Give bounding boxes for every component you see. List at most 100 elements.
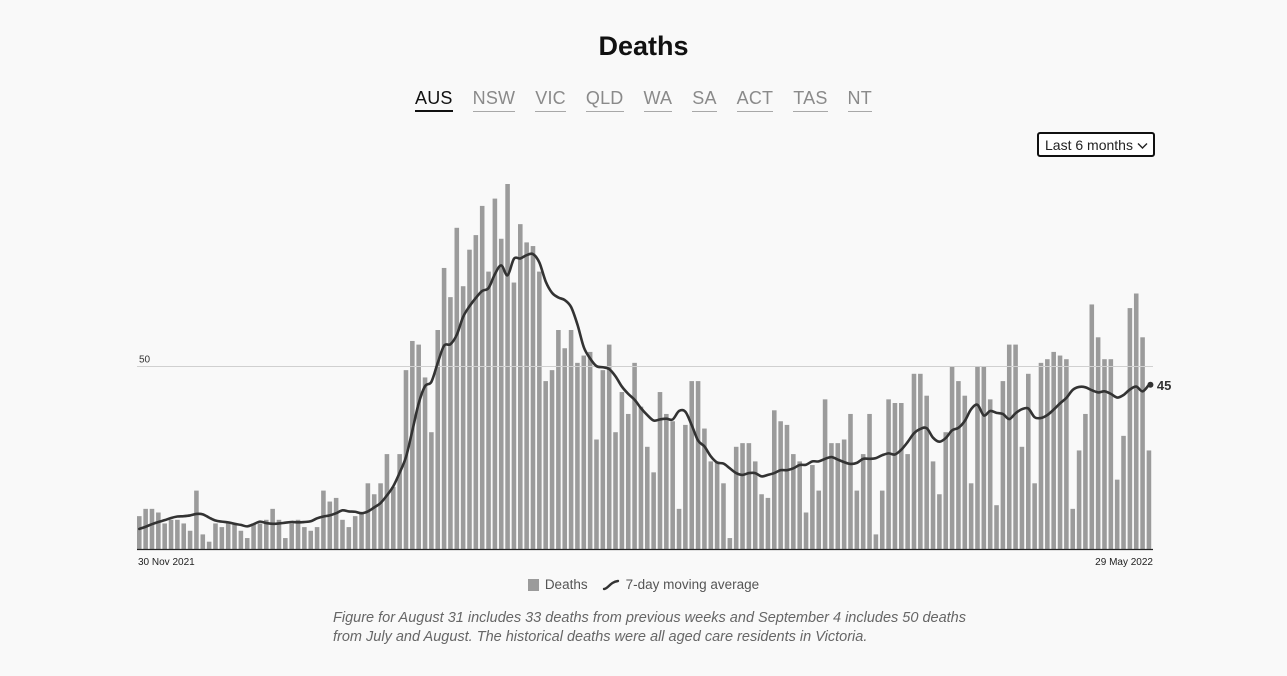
bar <box>740 443 745 549</box>
bar <box>1133 293 1139 549</box>
tab-aus[interactable]: AUS <box>415 88 453 112</box>
bar <box>194 490 199 549</box>
bar <box>289 523 294 549</box>
bar <box>410 340 415 549</box>
bar <box>346 527 352 549</box>
bar <box>441 267 447 549</box>
chevron-down-icon <box>1137 137 1148 153</box>
bar <box>638 406 644 549</box>
bar <box>321 490 326 549</box>
bar <box>435 330 441 549</box>
bar <box>689 381 695 549</box>
bar <box>613 432 618 549</box>
bar <box>473 235 479 549</box>
legend-item-deaths: Deaths <box>527 577 588 592</box>
tab-wa[interactable]: WA <box>643 88 673 112</box>
bar <box>943 432 949 549</box>
bar <box>225 523 231 549</box>
y-tick-label-50: 50 <box>139 355 151 366</box>
bar <box>695 381 701 549</box>
bar <box>568 330 574 549</box>
footnote: Figure for August 31 includes 33 deaths … <box>333 610 967 645</box>
bar <box>816 490 822 549</box>
bar <box>340 519 345 549</box>
bar <box>778 421 783 549</box>
bar <box>791 454 796 549</box>
bar <box>981 366 987 549</box>
bar <box>187 530 193 549</box>
bar <box>143 508 148 549</box>
bar <box>1064 359 1069 549</box>
bar <box>1127 308 1133 549</box>
bar <box>822 399 828 549</box>
legend-label-deaths: Deaths <box>544 577 588 592</box>
bar <box>918 373 923 549</box>
tab-nsw[interactable]: NSW <box>472 88 516 112</box>
bar <box>238 530 244 549</box>
bar <box>1108 359 1114 549</box>
chart-legend: Deaths 7-day moving average <box>0 577 1287 592</box>
bar <box>232 523 237 549</box>
bar <box>429 432 434 549</box>
bar <box>486 271 491 549</box>
bar <box>213 523 218 549</box>
bar <box>949 366 955 549</box>
bar <box>549 370 555 549</box>
bar <box>714 461 720 549</box>
bar <box>860 454 866 549</box>
bar <box>181 523 187 549</box>
bar <box>1121 435 1126 549</box>
bar <box>492 198 498 549</box>
bar <box>968 483 974 549</box>
bar <box>835 443 841 549</box>
bar <box>251 523 256 549</box>
bar <box>314 527 320 549</box>
chart-title: Deaths <box>598 31 689 61</box>
bar <box>879 490 885 549</box>
bar <box>841 439 847 549</box>
bar <box>772 410 777 549</box>
tab-act[interactable]: ACT <box>736 88 774 112</box>
bar <box>518 224 523 549</box>
bar <box>1013 344 1018 549</box>
bar <box>581 355 587 549</box>
bar <box>1089 304 1095 549</box>
time-range-select[interactable]: Last 6 months <box>1037 132 1155 157</box>
bar <box>371 494 377 549</box>
bar <box>587 351 593 549</box>
bar <box>1095 337 1101 549</box>
bars-layer <box>137 184 1152 550</box>
tab-qld[interactable]: QLD <box>585 88 624 112</box>
bar <box>276 519 282 549</box>
tab-nt[interactable]: NT <box>847 88 872 112</box>
bar <box>391 486 396 549</box>
bar <box>1140 337 1145 549</box>
bar <box>149 508 155 549</box>
bar <box>962 395 968 549</box>
tab-sa[interactable]: SA <box>692 88 717 112</box>
tab-vic[interactable]: VIC <box>535 88 566 112</box>
bar <box>308 530 314 549</box>
bar <box>752 461 758 549</box>
bar <box>359 512 364 549</box>
x-tick-label-start: 30 Nov 2021 <box>138 557 195 568</box>
bar <box>530 246 536 550</box>
bar <box>702 428 707 549</box>
bar <box>733 446 739 549</box>
bar <box>378 483 383 549</box>
bar <box>556 330 561 549</box>
bar <box>619 392 625 549</box>
bar <box>594 439 599 549</box>
bar <box>206 541 212 549</box>
bar <box>302 527 307 549</box>
bar <box>1026 373 1031 549</box>
bar <box>625 413 631 549</box>
bar <box>460 286 466 549</box>
tab-tas[interactable]: TAS <box>793 88 828 112</box>
time-range-value: Last 6 months <box>1045 136 1133 153</box>
x-tick-label-end: 29 May 2022 <box>1095 557 1153 568</box>
bar <box>562 348 568 549</box>
bar <box>162 523 167 549</box>
bar <box>746 443 752 549</box>
bar <box>797 461 802 549</box>
